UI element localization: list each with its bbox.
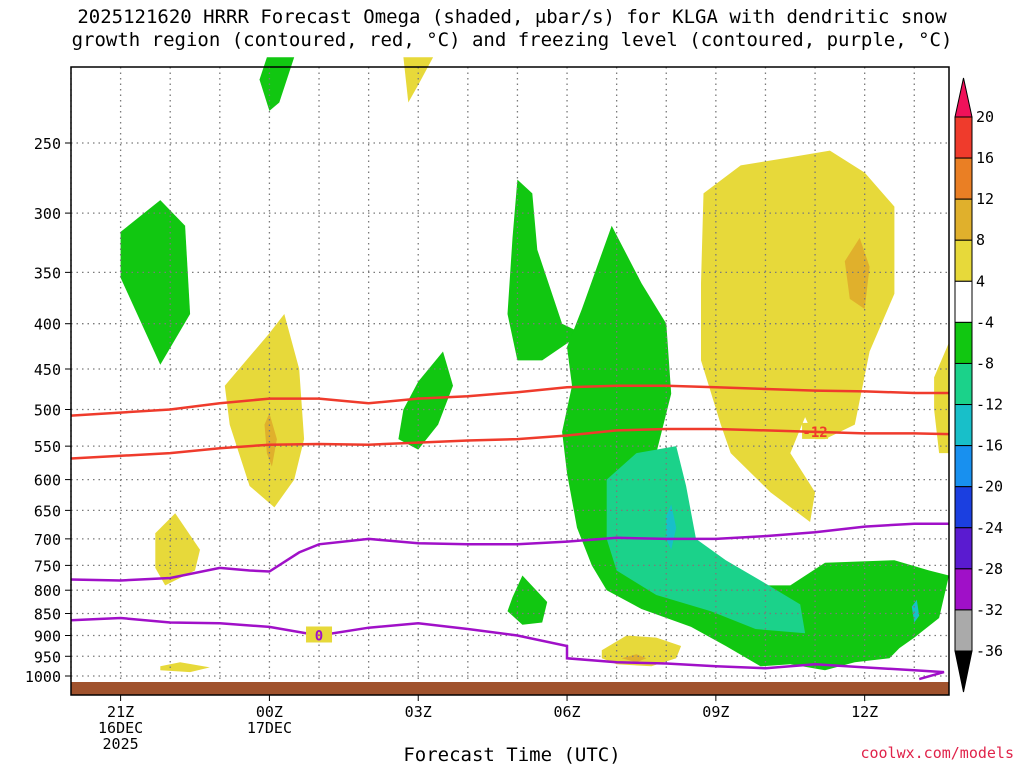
- colorbar-label-7: -12: [976, 396, 1003, 414]
- chart-title: 2025121620 HRRR Forecast Omega (shaded, …: [0, 6, 1024, 52]
- ground-fill: [71, 682, 949, 695]
- ground-bar: [71, 682, 949, 695]
- omega-region-6: [155, 513, 200, 586]
- contour-label-0: 0: [315, 628, 323, 644]
- y-tick-label-350: 350: [34, 264, 61, 282]
- colorbar-box-5: [954, 321, 973, 364]
- colorbar-box-10: [954, 527, 973, 570]
- chart-title-line2: growth region (contoured, red, °C) and f…: [71, 29, 953, 51]
- y-tick-label-600: 600: [34, 472, 61, 490]
- colorbar-box-12: [954, 609, 973, 652]
- contour--16: [70, 427, 950, 460]
- colorbar-label-2: 12: [976, 190, 994, 208]
- y-tick-label-750: 750: [34, 557, 61, 575]
- y-tick-label-900: 900: [34, 627, 61, 645]
- x-tick-label-03Z-0: 03Z: [405, 703, 432, 721]
- colorbar-label-5: -4: [976, 313, 994, 331]
- colorbar-box-3: [954, 239, 973, 282]
- plot-frame: [70, 66, 950, 696]
- y-tick-label-1000: 1000: [25, 668, 61, 686]
- omega-region-18: [160, 662, 210, 673]
- y-tick-label-250: 250: [34, 135, 61, 153]
- colorbar-label-13: -36: [976, 642, 1003, 660]
- colorbar-box-1: [954, 157, 973, 200]
- y-tick-label-950: 950: [34, 648, 61, 666]
- colorbar-label-0: 20: [976, 108, 994, 126]
- omega-region-2: [120, 200, 191, 365]
- colorbar-label-4: 4: [976, 272, 985, 290]
- colorbar-label-3: 8: [976, 231, 985, 249]
- colorbar: 20 16 12 8 4 -4 -8 -12 -16 -20 -24 -28 -32 -36: [954, 77, 1003, 693]
- contour-0: [70, 616, 945, 681]
- chart-title-line1: 2025121620 HRRR Forecast Omega (shaded, …: [77, 6, 947, 28]
- contour--8: [70, 522, 949, 582]
- colorbar-label-12: -32: [976, 601, 1003, 619]
- colorbar-label-8: -16: [976, 437, 1003, 455]
- omega-region-12: [507, 575, 548, 625]
- colorbar-label-10: -24: [976, 519, 1003, 537]
- y-tick-label-500: 500: [34, 402, 61, 420]
- y-tick-label-550: 550: [34, 438, 61, 456]
- omega-region-14: [844, 237, 870, 309]
- y-tick-label-450: 450: [34, 361, 61, 379]
- colorbar-arrow-bottom: [954, 650, 973, 693]
- colorbar-box-9: [954, 486, 973, 529]
- colorbar-arrow-top: [954, 77, 973, 118]
- omega-region-13: [701, 150, 895, 522]
- omega-region-4: [264, 413, 277, 467]
- omega-region-11: [911, 599, 920, 623]
- contour-label-bg-2: [306, 626, 333, 643]
- x-tick-label-12Z-0: 12Z: [851, 703, 878, 721]
- colorbar-label-6: -8: [976, 354, 994, 372]
- colorbar-box-6: [954, 362, 973, 406]
- y-tick-label-800: 800: [34, 582, 61, 600]
- y-tick-label-850: 850: [34, 606, 61, 624]
- grid-lines: [70, 67, 949, 681]
- x-tick-label-21Z-0: 21Z: [107, 703, 134, 721]
- omega-region-0: [259, 57, 295, 111]
- omega-region-15: [934, 342, 949, 454]
- watermark[interactable]: coolwx.com/models: [860, 744, 1014, 762]
- colorbar-box-0: [954, 116, 973, 159]
- x-tick-label-09Z-0: 09Z: [702, 703, 729, 721]
- colorbar-label-9: -20: [976, 478, 1003, 496]
- colorbar-box-4: [954, 280, 973, 323]
- omega-region-17: [621, 654, 647, 663]
- x-tick-label-00Z-1: 17DEC: [247, 719, 292, 737]
- omega-region-5: [398, 351, 453, 450]
- x-tick-label-21Z-2: 2025: [103, 735, 139, 753]
- y-tick-label-700: 700: [34, 531, 61, 549]
- y-tick-label-650: 650: [34, 502, 61, 520]
- omega-region-9: [606, 446, 806, 634]
- x-tick-label-06Z-0: 06Z: [553, 703, 580, 721]
- y-tick-label-400: 400: [34, 316, 61, 334]
- colorbar-box-11: [954, 568, 973, 611]
- y-tick-label-300: 300: [34, 205, 61, 223]
- x-tick-label-00Z-0: 00Z: [256, 703, 283, 721]
- contour--12: [70, 384, 949, 417]
- colorbar-box-7: [954, 404, 973, 447]
- colorbar-label-11: -28: [976, 560, 1003, 578]
- colorbar-box-2: [954, 198, 973, 241]
- colorbar-label-1: 16: [976, 149, 994, 167]
- omega-region-1: [403, 57, 434, 103]
- colorbar-box-8: [954, 445, 973, 488]
- omega-shading: [120, 57, 949, 673]
- x-tick-label-21Z-1: 16DEC: [98, 719, 143, 737]
- axes: 250 300 350 400 450 500 550 600 650 700 750 800 850 9…: [25, 66, 950, 753]
- x-axis-title: Forecast Time (UTC): [403, 744, 621, 766]
- omega-region-16: [601, 635, 682, 667]
- omega-region-3: [224, 314, 305, 508]
- contour-lines: -120: [70, 384, 950, 681]
- omega-region-7: [507, 179, 582, 361]
